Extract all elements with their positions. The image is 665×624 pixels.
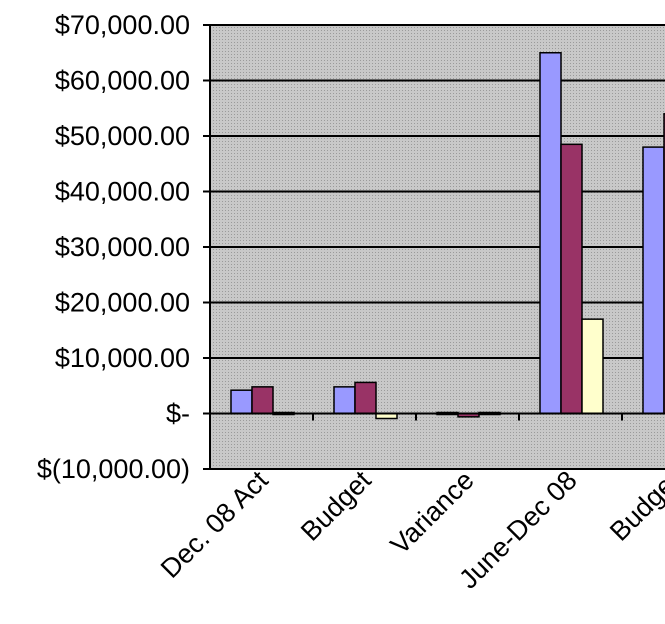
x-tick-label: Budget [295,465,377,547]
bar [251,386,274,415]
bar [581,318,604,415]
x-tick-label: Variance [385,465,480,560]
y-tick-label: $(10,000.00) [37,454,190,484]
y-tick-label: $- [166,399,190,429]
y-axis-tick-labels: $70,000.00 $60,000.00 $50,000.00 $40,000.00… [37,10,190,484]
bar [333,386,356,415]
y-tick-label: $60,000.00 [55,66,190,96]
y-tick-label: $30,000.00 [55,232,190,262]
y-tick-label: $10,000.00 [55,343,190,373]
y-tick-label: $50,000.00 [55,121,190,151]
bar [539,52,562,415]
bar [642,146,665,415]
y-tick-label: $70,000.00 [55,10,190,40]
y-tick-label: $40,000.00 [55,177,190,207]
y-tick-label: $20,000.00 [55,288,190,318]
bar [354,381,377,415]
axes [203,24,665,470]
x-tick-label: Budget [604,465,665,547]
bar [230,389,253,415]
bars [230,52,665,420]
bar [560,143,583,415]
